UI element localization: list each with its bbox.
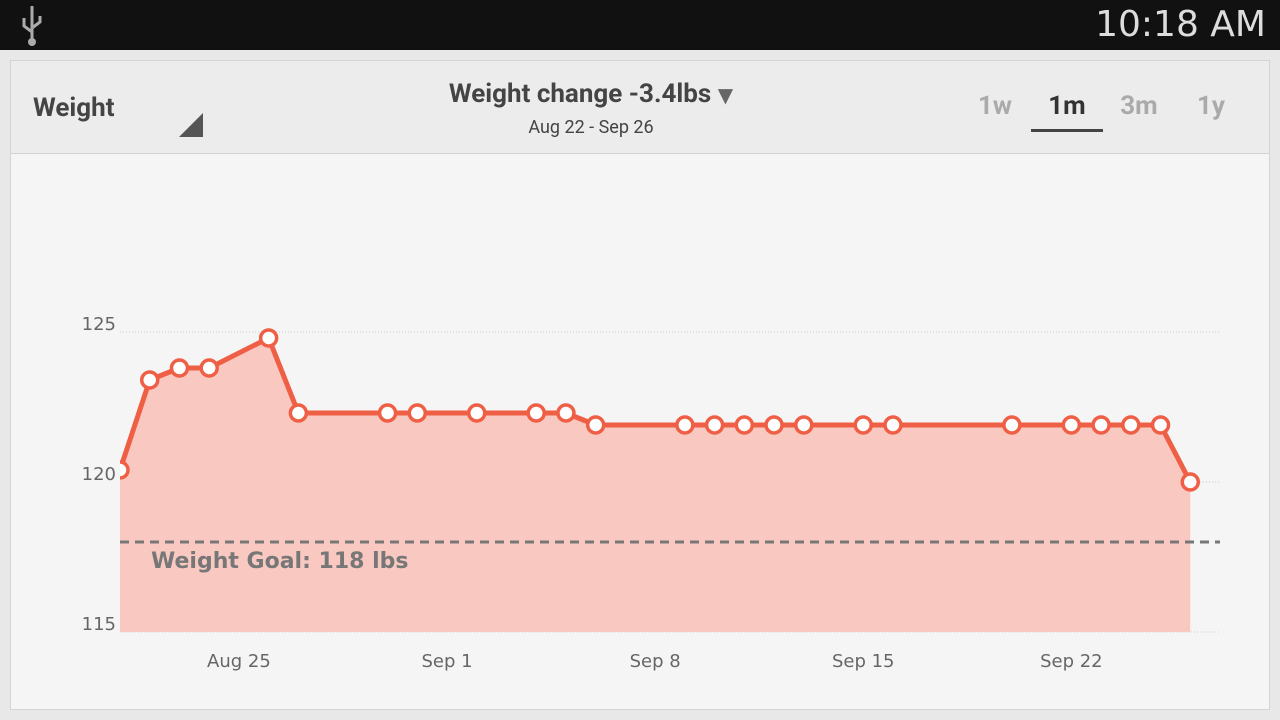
down-arrow: ▼ (717, 83, 734, 107)
point (853, 415, 873, 435)
change-title: Weight change -3.4lbs ▼ (11, 79, 1171, 109)
point (407, 403, 428, 423)
range-tab[interactable]: 3m (1120, 91, 1158, 121)
clock: 10:18 AM (1095, 4, 1266, 45)
x-tick-label: Sep 1 (421, 651, 472, 672)
y-tick-label: 125 (82, 314, 116, 335)
point (764, 415, 784, 435)
point (1061, 415, 1082, 435)
x-tick-label: Sep 22 (1040, 651, 1103, 672)
y-tick-label: 120 (82, 464, 116, 485)
point (467, 403, 487, 423)
point (199, 358, 219, 378)
x-tick-label: Sep 15 (832, 651, 895, 672)
area (120, 338, 1191, 632)
x-tick-label: Aug 25 (207, 651, 271, 672)
goal-label: Weight Goal: 118 lbs (151, 549, 409, 574)
date-range: Aug 22 - Sep 26 (528, 117, 654, 138)
y-tick-label: 115 (82, 614, 116, 635)
metric-selector[interactable]: Weight (33, 93, 115, 123)
point (585, 415, 606, 435)
range-tab[interactable]: 1m (1031, 91, 1103, 132)
point (675, 415, 695, 435)
range-tab[interactable]: 1y (1196, 91, 1225, 121)
point (794, 415, 814, 435)
status-bar: 10:18 AM (0, 0, 1280, 50)
point (526, 403, 546, 423)
range-tabs: 1w 1m 3m 1y (959, 91, 1247, 132)
point (1121, 415, 1141, 435)
point (704, 415, 725, 435)
range-tab[interactable]: 1w (977, 91, 1012, 121)
point (883, 415, 903, 435)
point (1180, 472, 1201, 492)
point (258, 328, 279, 348)
x-tick-label: Sep 8 (630, 651, 681, 672)
point (139, 370, 160, 390)
point (1002, 415, 1022, 435)
point (1091, 415, 1111, 435)
title-text: Weight change -3.4lbs (448, 79, 712, 109)
point (734, 415, 755, 435)
usb-icon (22, 6, 42, 46)
header: Weight Weight change -3.4lbs ▼ Aug 22 - … (11, 61, 1269, 154)
point (556, 403, 576, 423)
plot (120, 328, 1201, 632)
dropdown-arrow[interactable] (179, 113, 203, 137)
point (1150, 415, 1171, 435)
point (288, 403, 309, 423)
point (169, 358, 190, 378)
point (120, 460, 130, 480)
point (377, 403, 398, 423)
